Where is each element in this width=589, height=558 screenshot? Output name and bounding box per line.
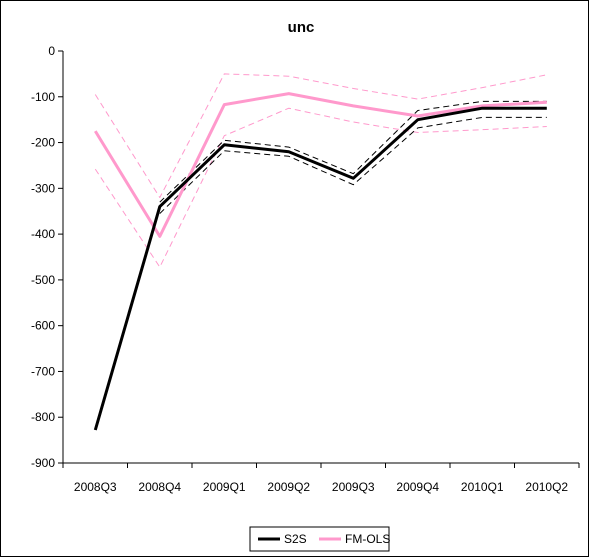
x-tick-label: 2008Q4	[138, 480, 181, 494]
band-1-dashed-line	[159, 100, 547, 203]
y-tick-label: -400	[31, 227, 55, 241]
x-tick-label: 2009Q2	[267, 480, 310, 494]
x-tick-label: 2009Q1	[203, 480, 246, 494]
x-tick-label: 2009Q3	[332, 480, 375, 494]
x-tick-label: 2010Q2	[525, 480, 568, 494]
band-2-dashed-line	[159, 116, 547, 214]
chart-title: unc	[288, 19, 315, 36]
legend-label: FM-OLS	[345, 532, 390, 546]
y-tick-label: -100	[31, 90, 55, 104]
band-4-dashed-line	[94, 73, 547, 198]
y-tick-label: 0	[48, 44, 55, 58]
y-tick-label: -200	[31, 136, 55, 150]
x-tick-label: 2010Q1	[461, 480, 504, 494]
x-tick-label: 2008Q3	[74, 480, 117, 494]
fm-ols-line	[94, 92, 547, 238]
y-tick-label: -300	[31, 181, 55, 195]
y-tick-label: -600	[31, 319, 55, 333]
y-tick-label: -700	[31, 364, 55, 378]
legend-label: S2S	[284, 532, 307, 546]
legend: S2S FM-OLS	[249, 526, 390, 552]
s2s-line	[93, 106, 547, 431]
y-tick-label: -900	[31, 456, 55, 470]
y-tick-label: -500	[31, 273, 55, 287]
y-tick-label: -800	[31, 410, 55, 424]
x-tick-label: 2009Q4	[396, 480, 439, 494]
band-5-dashed-line	[94, 107, 547, 268]
axes: 0 -100 -200 -300 -400 -500 -600 -700 -800 -900 200…	[31, 44, 580, 494]
series-layer	[93, 73, 547, 431]
